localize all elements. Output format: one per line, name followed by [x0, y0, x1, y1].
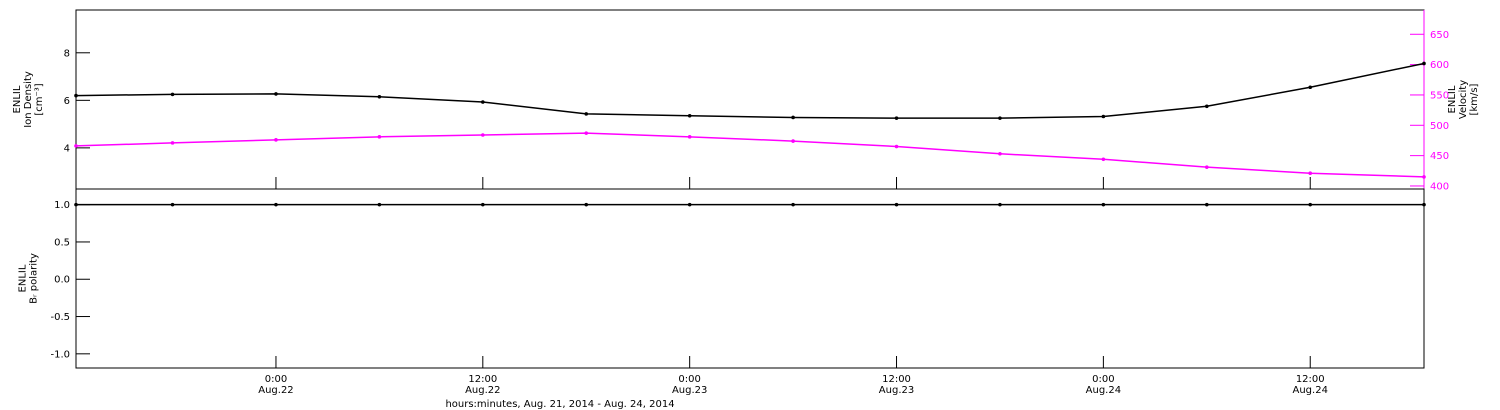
y-tick-label: 4: [64, 143, 70, 154]
data-point: [274, 202, 278, 207]
axis-label: Velocity: [1458, 80, 1469, 119]
x-tick-label: 0:00 Aug.24: [1086, 374, 1121, 396]
axis-label: ENLIL: [18, 264, 29, 292]
y-tick-label: 6: [64, 96, 70, 107]
x-tick-label: 12:00 Aug.22: [465, 374, 500, 396]
axis-label: ENLIL: [1447, 85, 1458, 113]
x-tick-label: 12:00 Aug.23: [879, 374, 914, 396]
data-point: [274, 138, 278, 142]
data-point: [998, 202, 1002, 207]
y2-tick-label: 400: [1430, 181, 1449, 192]
data-line: [75, 62, 1425, 119]
data-point: [74, 93, 78, 98]
data-point: [1308, 202, 1313, 207]
x-tick-label: 12:00 Aug.24: [1293, 374, 1328, 396]
data-point: [894, 202, 899, 207]
data-point: [170, 141, 175, 145]
data-point: [687, 202, 692, 207]
data-point: [998, 152, 1002, 156]
data-point: [584, 112, 589, 116]
data-point: [377, 135, 382, 139]
data-point: [1101, 114, 1106, 119]
x-tick-label-line: 0:00: [678, 374, 700, 385]
y-tick-label: 1.0: [54, 200, 70, 211]
data-point: [584, 131, 589, 135]
data-point: [791, 139, 795, 143]
x-tick-label-line: Aug.23: [879, 385, 914, 396]
data-point: [894, 116, 899, 120]
data-point: [74, 144, 78, 148]
data-point: [998, 116, 1002, 120]
data-point: [1205, 202, 1209, 207]
y-tick-label: -1.0: [50, 349, 70, 360]
x-tick-label-line: Aug.24: [1293, 385, 1328, 396]
axis-label: ENLIL: [12, 85, 23, 113]
axis-label: [km/s]: [1469, 83, 1480, 115]
axis-label: Ion Density: [23, 71, 34, 128]
data-point: [481, 133, 485, 137]
data-point: [274, 92, 278, 96]
x-tick-label-line: 12:00: [882, 374, 911, 385]
y2-tick-label: 450: [1430, 151, 1449, 162]
data-point: [791, 202, 795, 207]
data-point: [1205, 104, 1209, 109]
data-point: [1308, 171, 1313, 176]
y-tick-label: 0.5: [54, 237, 70, 248]
data-point: [74, 202, 78, 207]
data-point: [791, 115, 795, 120]
x-tick-label: 0:00 Aug.22: [258, 374, 293, 396]
y2-tick-label: 550: [1430, 90, 1449, 101]
axis-label: Bᵣ polarity: [29, 253, 40, 304]
data-point: [1205, 165, 1209, 169]
data-point: [481, 202, 485, 207]
plot-frame: [75, 188, 1425, 369]
plot-frame: [75, 9, 1425, 190]
x-tick-label-line: 12:00: [1296, 374, 1325, 385]
data-point: [481, 100, 485, 104]
data-point: [377, 94, 382, 99]
x-tick-label-line: Aug.24: [1086, 385, 1121, 396]
axis-label: [cm⁻³]: [34, 83, 45, 115]
data-point: [1422, 175, 1426, 179]
y2-tick-label: 500: [1430, 121, 1449, 132]
x-tick-label-line: 12:00: [468, 374, 497, 385]
data-line: [75, 132, 1425, 178]
data-point: [894, 144, 899, 149]
x-tick-label-line: 0:00: [1092, 374, 1114, 385]
y2-tick-label: 600: [1430, 60, 1449, 71]
x-tick-label-line: Aug.22: [465, 385, 500, 396]
data-point: [687, 113, 692, 118]
x-tick-label-line: Aug.23: [672, 385, 707, 396]
data-point: [1101, 202, 1106, 207]
x-tick-label-line: 0:00: [265, 374, 287, 385]
data-point: [170, 202, 175, 207]
y2-tick-label: 650: [1430, 30, 1449, 41]
data-point: [1422, 202, 1426, 207]
data-point: [1101, 157, 1106, 162]
x-tick-label-line: Aug.22: [258, 385, 293, 396]
data-point: [1308, 85, 1313, 90]
y-tick-label: 0.0: [54, 275, 70, 286]
x-axis-label: hours:minutes, Aug. 21, 2014 - Aug. 24, …: [445, 399, 674, 410]
data-point: [1422, 61, 1426, 66]
data-point: [377, 202, 382, 207]
y-tick-label: -0.5: [50, 312, 70, 323]
data-point: [687, 135, 692, 139]
data-point: [170, 92, 175, 97]
x-tick-label: 0:00 Aug.23: [672, 374, 707, 396]
data-point: [584, 202, 589, 207]
y-tick-label: 8: [64, 48, 70, 59]
